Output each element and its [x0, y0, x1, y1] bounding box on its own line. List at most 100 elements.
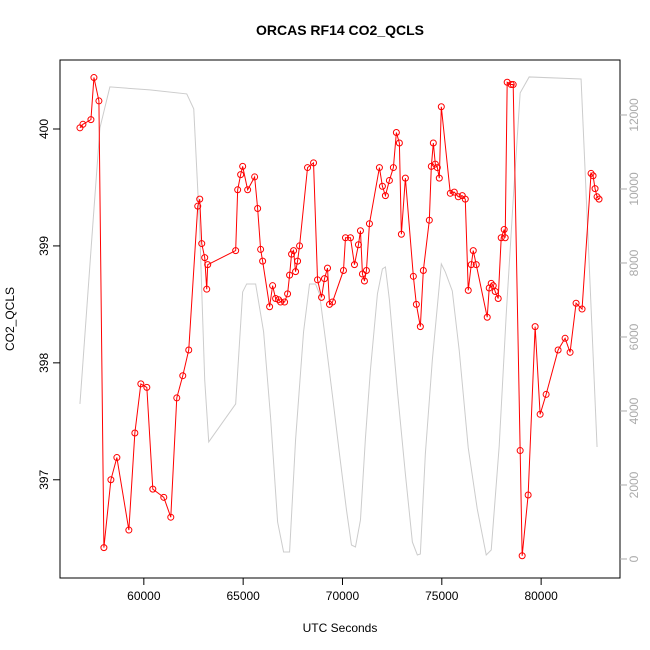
data-point: [294, 257, 302, 265]
x-tick-label: 60000: [127, 589, 161, 603]
data-point: [314, 276, 322, 284]
data-point: [483, 313, 491, 321]
data-point: [143, 383, 151, 391]
data-point: [595, 195, 603, 203]
data-point: [95, 97, 103, 105]
data-point: [516, 447, 524, 455]
data-point: [360, 277, 368, 285]
series-line: [79, 77, 600, 556]
data-point: [234, 186, 242, 194]
data-point: [494, 295, 502, 303]
data-point: [500, 226, 508, 234]
data-point: [232, 247, 240, 255]
data-point: [385, 176, 393, 184]
data-point: [433, 164, 441, 172]
data-point: [237, 171, 245, 179]
data-point: [281, 298, 289, 306]
data-point: [397, 230, 405, 238]
data-point: [591, 185, 599, 193]
data-point: [204, 261, 212, 269]
data-point: [288, 250, 296, 258]
data-point: [419, 266, 427, 274]
data-point: [446, 189, 454, 197]
x-axis-label: UTC Seconds: [303, 621, 378, 635]
x-tick-label: 80000: [524, 589, 558, 603]
data-point: [304, 164, 312, 172]
data-point: [356, 227, 364, 235]
data-point: [454, 193, 462, 201]
data-point: [113, 454, 121, 462]
data-point: [350, 261, 358, 269]
data-point: [381, 192, 389, 200]
data-point: [244, 186, 252, 194]
data-point: [259, 257, 267, 265]
data-point: [131, 429, 139, 437]
x-tick-label: 75000: [425, 589, 459, 603]
data-point: [125, 526, 133, 534]
data-point: [324, 264, 332, 272]
data-point: [254, 205, 262, 213]
data-point: [318, 293, 326, 301]
data-point: [90, 74, 98, 82]
data-point: [561, 334, 569, 342]
data-point: [251, 173, 259, 181]
data-point: [137, 380, 145, 388]
y2-tick-label: 10000: [627, 172, 641, 206]
data-point: [467, 261, 475, 269]
data-point: [339, 266, 347, 274]
data-point: [587, 169, 595, 177]
data-point: [358, 270, 366, 278]
data-point: [518, 552, 526, 560]
data-point: [272, 295, 280, 303]
y-axis-label: CO2_QCLS: [3, 287, 17, 351]
data-point: [531, 323, 539, 331]
data-point: [503, 78, 511, 86]
data-point: [149, 485, 157, 493]
data-point: [472, 261, 480, 269]
data-point: [593, 193, 601, 201]
data-point: [416, 323, 424, 331]
chart-title: ORCAS RF14 CO2_QCLS: [256, 22, 424, 38]
data-point: [412, 300, 420, 308]
data-point: [425, 216, 433, 224]
y-tick-label: 397: [37, 469, 51, 489]
data-point: [554, 346, 562, 354]
data-point: [542, 390, 550, 398]
data-point: [194, 202, 202, 210]
data-point: [266, 303, 274, 311]
data-point: [328, 298, 336, 306]
data-point: [487, 279, 495, 287]
data-point: [524, 491, 532, 499]
data-point: [365, 220, 373, 228]
data-point: [375, 164, 383, 172]
data-point: [429, 139, 437, 147]
data-point: [509, 81, 517, 89]
y2-tick-label: 4000: [627, 397, 641, 424]
data-point: [269, 282, 277, 290]
data-point: [292, 268, 300, 276]
data-point: [401, 174, 409, 182]
data-point: [185, 346, 193, 354]
data-point: [435, 174, 443, 182]
data-point: [566, 348, 574, 356]
data-point: [464, 286, 472, 294]
y-tick-label: 398: [37, 353, 51, 373]
data-point: [107, 476, 115, 484]
data-point: [290, 247, 298, 255]
data-point: [196, 195, 204, 203]
y2-tick-label: 2000: [627, 471, 641, 498]
data-point: [469, 247, 477, 255]
series-line: [79, 76, 598, 557]
data-point: [275, 296, 283, 304]
data-point: [572, 299, 580, 307]
data-point: [392, 128, 400, 136]
x-tick-label: 65000: [226, 589, 260, 603]
data-point: [461, 195, 469, 203]
y-tick-label: 399: [37, 236, 51, 256]
data-point: [310, 159, 318, 167]
y-tick-label: 400: [37, 119, 51, 139]
data-point: [354, 241, 362, 249]
data-point: [79, 120, 87, 128]
data-point: [201, 254, 209, 262]
data-point: [284, 290, 292, 298]
